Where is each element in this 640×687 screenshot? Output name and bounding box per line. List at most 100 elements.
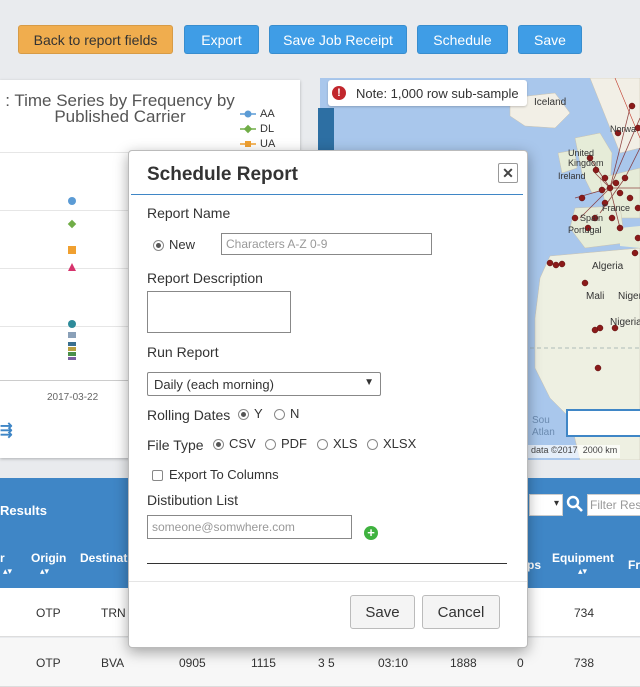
rolling-y-radio[interactable] [238, 409, 249, 420]
map-label-portugal: Portugal [568, 225, 602, 235]
save-job-receipt-button[interactable]: Save Job Receipt [269, 25, 407, 54]
email-input[interactable]: someone@somwhere.com [147, 515, 352, 539]
legend-label-ua: UA [260, 137, 276, 150]
file-type-label: File Type [147, 437, 204, 453]
chevron-down-icon: ▾ [553, 498, 559, 509]
legend-item-dl[interactable]: DL [240, 121, 275, 136]
map-label-niger: Niger [618, 291, 640, 302]
chart-title: : Time Series by Frequency by Published … [0, 92, 240, 126]
chart-plot [67, 197, 77, 360]
cell-equipment: 738 [574, 656, 595, 670]
new-radio[interactable] [153, 240, 164, 251]
run-report-select[interactable]: Daily (each morning) ▼ [147, 372, 381, 396]
column-header-equipment[interactable]: Equipment [552, 551, 614, 565]
map-search-box[interactable] [566, 409, 640, 437]
sort-icon[interactable]: ▴▾ [40, 566, 50, 576]
cell-arrival: 1115 [251, 656, 276, 670]
column-header-origin[interactable]: Origin [31, 551, 67, 565]
point-dl [67, 219, 77, 229]
file-type-xlsx-radio[interactable] [367, 439, 378, 450]
cell-equipment: 734 [574, 606, 595, 620]
column-header-fr[interactable]: Fr [628, 558, 640, 572]
rolling-n-radio[interactable] [274, 409, 285, 420]
map-label-nigeria: Nigeria [610, 317, 640, 328]
rolling-y-label: Y [254, 406, 263, 421]
export-chart-icon[interactable]: ⇶ [0, 422, 13, 439]
sample-note: ! Note: 1,000 row sub-sample [328, 80, 527, 106]
column-header-0[interactable]: r [0, 551, 5, 565]
legend-marker-dl [240, 124, 256, 134]
results-page-size-select[interactable]: ▾ [529, 494, 563, 516]
caret-down-icon: ▼ [364, 377, 374, 388]
sort-icon[interactable]: ▴▾ [3, 566, 13, 576]
warning-icon: ! [332, 86, 346, 100]
point-cluster-3 [68, 342, 76, 346]
top-toolbar: Back to report fields Export Save Job Re… [0, 0, 640, 78]
distribution-list-label: Distibution List [147, 492, 239, 508]
cell-distance: 1888 [450, 656, 477, 670]
results-title: Results [0, 503, 47, 518]
sort-icon[interactable]: ▴▾ [578, 566, 588, 576]
file-type-pdf-radio[interactable] [265, 439, 276, 450]
new-radio-label: New [169, 237, 196, 252]
point-cluster-6 [68, 357, 76, 360]
modal-cancel-button[interactable]: Cancel [422, 595, 500, 629]
cell-origin: OTP [36, 606, 61, 620]
run-report-label: Run Report [147, 344, 219, 360]
report-name-input[interactable]: Characters A-Z 0-9 [221, 233, 432, 255]
file-type-xls-radio[interactable] [317, 439, 328, 450]
save-button[interactable]: Save [518, 25, 582, 54]
map-label-ireland: Ireland [558, 171, 586, 181]
add-email-icon[interactable]: + [364, 526, 378, 540]
file-type-xlsx-label: XLSX [383, 436, 417, 451]
map-label-france: France [602, 203, 631, 213]
map-label-mali: Mali [586, 291, 605, 302]
modal-title: Schedule Report [147, 164, 298, 185]
point-cluster-5 [68, 352, 76, 356]
cell-origin: OTP [36, 656, 61, 670]
map-canvas [495, 78, 640, 460]
report-description-label: Report Description [147, 270, 263, 286]
modal-section-divider [147, 563, 507, 564]
column-header-destination[interactable]: Destinatio [80, 551, 139, 565]
rolling-dates-label: Rolling Dates [147, 407, 231, 423]
legend-item-aa[interactable]: AA [240, 106, 275, 121]
cell-days: 3 5 [318, 656, 335, 670]
file-type-xls-label: XLS [333, 436, 358, 451]
search-icon[interactable] [566, 495, 584, 513]
results-filter-input[interactable]: Filter Res [587, 494, 640, 516]
schedule-button[interactable]: Schedule [417, 25, 508, 54]
map-scale: 2000 km [582, 445, 618, 455]
point-cluster-4 [68, 347, 76, 351]
map-label-algeria: Algeria [592, 261, 624, 272]
map-label-uk: United Kingdom [568, 148, 604, 168]
map-label-south-atlantic: Sou Atlan [532, 415, 555, 438]
legend-item-ua[interactable]: UA [240, 136, 275, 151]
x-axis-tick: 2017-03-22 [47, 392, 99, 403]
point-red [68, 263, 76, 271]
export-columns-checkbox[interactable] [152, 470, 163, 481]
cell-departure: 0905 [179, 656, 206, 670]
chart-legend: AA DL UA [240, 106, 275, 151]
legend-label-aa: AA [260, 107, 275, 120]
close-icon[interactable]: ✕ [498, 163, 518, 183]
cell-destination: BVA [101, 656, 125, 670]
report-description-textarea[interactable] [147, 291, 291, 333]
modal-divider [131, 194, 523, 195]
export-button[interactable]: Export [184, 25, 259, 54]
map-attribution-text: data ©2017 [531, 445, 578, 455]
legend-marker-aa [240, 109, 256, 119]
modal-save-button[interactable]: Save [350, 595, 415, 629]
rolling-n-label: N [290, 406, 300, 421]
column-header-stops[interactable]: ps [527, 558, 542, 572]
modal-footer-divider [129, 581, 527, 582]
chart-title-line2: Published Carrier [54, 107, 186, 126]
map-label-iceland: Iceland [534, 97, 567, 108]
map-attribution: data ©2017 2000 km [528, 445, 621, 458]
file-type-pdf-label: PDF [281, 436, 307, 451]
file-type-csv-radio[interactable] [213, 439, 224, 450]
export-columns-label: Export To Columns [169, 467, 279, 482]
back-to-report-fields-button[interactable]: Back to report fields [18, 25, 173, 54]
map-side-tab[interactable] [318, 108, 334, 152]
map-label-spain: Spain [580, 213, 604, 223]
